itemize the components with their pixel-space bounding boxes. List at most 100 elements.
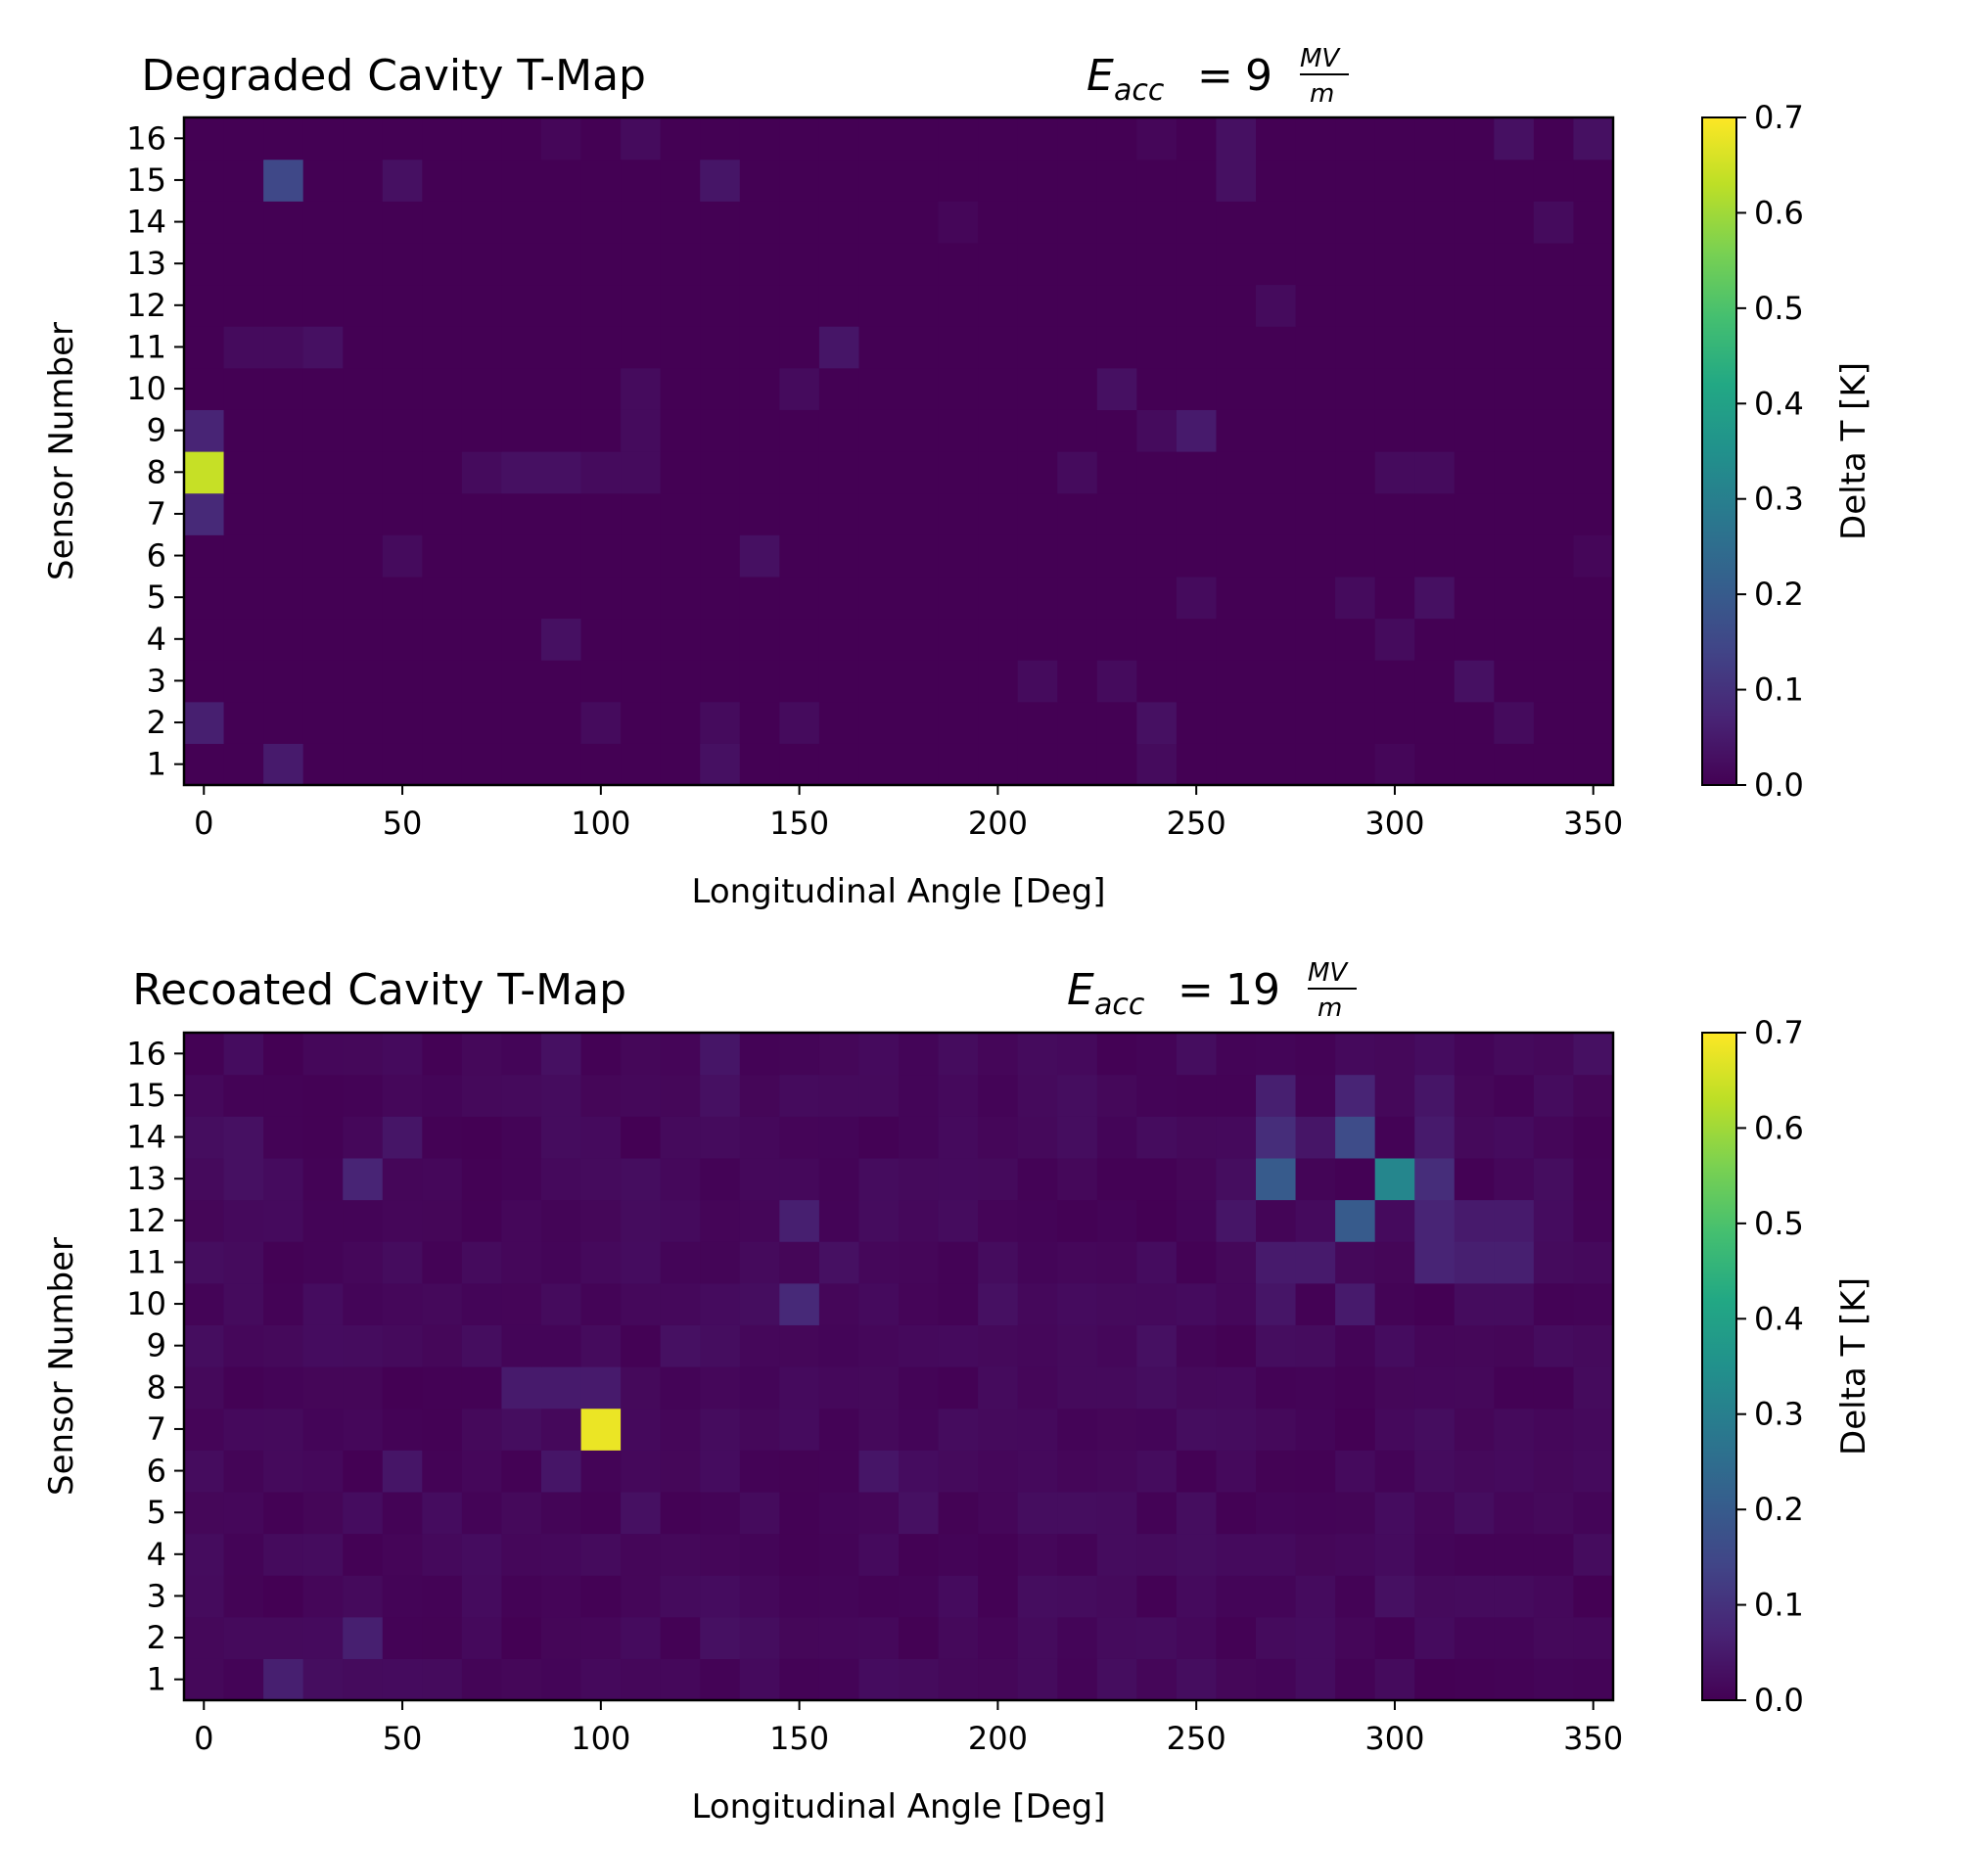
heatmap-cell [184, 1366, 225, 1410]
heatmap-cell [779, 409, 820, 452]
heatmap-cell [938, 1116, 979, 1159]
heatmap-cell [184, 1241, 225, 1284]
heatmap-cell [1017, 1658, 1058, 1701]
heatmap-cell [1533, 117, 1575, 161]
heatmap-cell [1057, 701, 1098, 744]
heatmap-cell [422, 1074, 463, 1117]
heatmap-cell [1533, 1533, 1575, 1576]
heatmap-cell [1057, 1199, 1098, 1242]
heatmap-cell [1176, 618, 1218, 661]
x-tick-label: 50 [383, 1720, 423, 1757]
heatmap-cell [899, 1408, 940, 1451]
heatmap-cell [1374, 326, 1415, 369]
heatmap-cell [1216, 367, 1257, 410]
heatmap-cell [899, 1575, 940, 1618]
heatmap-cell [382, 1658, 423, 1701]
heatmap-cell [501, 1366, 542, 1410]
heatmap-cell [1374, 201, 1415, 244]
heatmap-cell [1216, 1199, 1257, 1242]
heatmap-cell [422, 492, 463, 535]
heatmap-cell [1374, 1658, 1415, 1701]
heatmap-cell [541, 660, 582, 703]
heatmap-cell [461, 367, 503, 410]
heatmap-cell [1057, 743, 1098, 786]
heatmap-cell [1374, 242, 1415, 286]
heatmap-cell [302, 1074, 344, 1117]
heatmap-cell [223, 1450, 264, 1493]
heatmap-cell [739, 1616, 780, 1659]
heatmap-cell [1256, 1199, 1297, 1242]
heatmap-cell [739, 743, 780, 786]
heatmap-cell [1533, 1199, 1575, 1242]
heatmap-cell [739, 242, 780, 286]
heatmap-cell [1573, 201, 1614, 244]
heatmap-cell [461, 1199, 503, 1242]
y-tick-label: 5 [147, 1494, 166, 1531]
heatmap-cell [1414, 242, 1456, 286]
heatmap-cell [1533, 242, 1575, 286]
heatmap-cell [1374, 534, 1415, 578]
heatmap-cell [223, 367, 264, 410]
heatmap-cell [422, 1157, 463, 1201]
heatmap-cell [1414, 1157, 1456, 1201]
heatmap-cell [899, 1450, 940, 1493]
heatmap-cell [1335, 1533, 1376, 1576]
heatmap-cell [184, 534, 225, 578]
heatmap-cell [818, 117, 860, 161]
heatmap-cell [422, 117, 463, 161]
heatmap-cell [1533, 451, 1575, 494]
colorbar-gradient [1701, 1032, 1737, 1701]
heatmap-cell [1494, 1199, 1535, 1242]
heatmap-cell [382, 201, 423, 244]
heatmap-cell [1096, 701, 1137, 744]
heatmap-cell [1374, 701, 1415, 744]
heatmap-cell [1136, 492, 1178, 535]
heatmap-cell [223, 409, 264, 452]
heatmap-cell [541, 743, 582, 786]
heatmap-cell [263, 1157, 304, 1201]
heatmap-cell [541, 284, 582, 327]
heatmap-cell [1573, 1033, 1614, 1076]
heatmap-cell [779, 1074, 820, 1117]
heatmap-cell [461, 660, 503, 703]
heatmap-cell [1533, 1366, 1575, 1410]
heatmap-cell [1494, 1491, 1535, 1535]
heatmap-cell [343, 1533, 384, 1576]
heatmap-cell [184, 409, 225, 452]
heatmap-cell [899, 1658, 940, 1701]
heatmap-cell [978, 660, 1019, 703]
heatmap-cell [1216, 1116, 1257, 1159]
heatmap-cell [1414, 1658, 1456, 1701]
heatmap-cell [1335, 1366, 1376, 1410]
heatmap-cell [1374, 1616, 1415, 1659]
heatmap-cell [1374, 1324, 1415, 1367]
heatmap-cell [1216, 326, 1257, 369]
heatmap-cell [938, 1241, 979, 1284]
heatmap-cell [1256, 1157, 1297, 1201]
heatmap-cell [501, 326, 542, 369]
heatmap-cell [184, 660, 225, 703]
heatmap-cell [739, 284, 780, 327]
heatmap-cell [818, 1241, 860, 1284]
heatmap-cell [1295, 743, 1336, 786]
heatmap-cell [422, 1575, 463, 1618]
heatmap-cell [700, 1491, 741, 1535]
heatmap-cell [343, 1366, 384, 1410]
heatmap-cell [1256, 492, 1297, 535]
heatmap-cell [1216, 576, 1257, 620]
heatmap-cell [858, 743, 900, 786]
heatmap-cell [302, 576, 344, 620]
heatmap-cell [938, 1366, 979, 1410]
heatmap-cell [1017, 326, 1058, 369]
heatmap-cell [580, 1241, 622, 1284]
heatmap-cell [1494, 1575, 1535, 1618]
heatmap-cell [660, 618, 701, 661]
heatmap-cell [1374, 1575, 1415, 1618]
heatmap-cell [1216, 1408, 1257, 1451]
heatmap-cell [1573, 1074, 1614, 1117]
heatmap-cell [382, 1533, 423, 1576]
heatmap-cell [1573, 451, 1614, 494]
heatmap-cell [541, 1408, 582, 1451]
heatmap-cell [461, 1324, 503, 1367]
heatmap-cell [501, 1491, 542, 1535]
